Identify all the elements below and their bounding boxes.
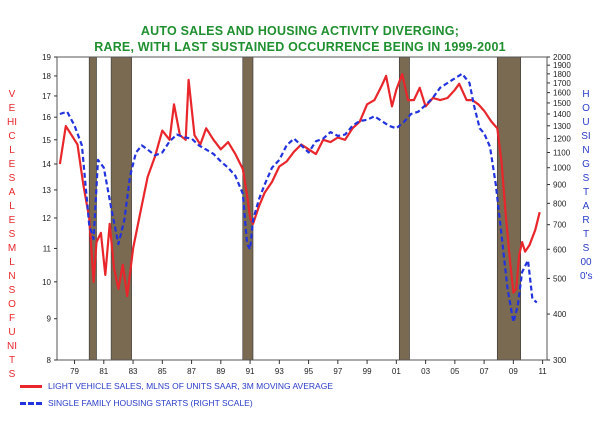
x-tick-label: 09 [509, 367, 518, 376]
y-left-tick-label: 15 [42, 136, 51, 145]
y-right-tick-label: 800 [553, 199, 567, 208]
y-right-tick-label: 1800 [553, 70, 571, 79]
y-axis-right: 300 400 500 600 700 800 900 1000 1100 1200 1300 140… [547, 53, 571, 365]
y-right-tick-label: 2000 [553, 53, 571, 62]
y-right-tick-label: 1600 [553, 89, 571, 98]
recession-bands [88, 56, 521, 361]
y-left-tick-label: 12 [42, 214, 51, 223]
y-right-tick-label: 1900 [553, 61, 571, 70]
x-tick-label: 93 [275, 367, 284, 376]
y-axis-right-label: HOUSING STARTS 000's [580, 89, 593, 282]
x-tick-label: 85 [158, 367, 167, 376]
x-tick-label: 89 [216, 367, 225, 376]
y-right-tick-label: 300 [553, 356, 567, 365]
y-left-tick-label: 16 [42, 113, 51, 122]
legend-swatch-vehicle-sales [20, 385, 42, 389]
y-right-tick-label: 700 [553, 221, 567, 230]
x-tick-label: 83 [129, 367, 138, 376]
legend-item-housing-starts: SINGLE FAMILY HOUSING STARTS (RIGHT SCAL… [20, 398, 253, 408]
y-right-tick-label: 1500 [553, 99, 571, 108]
y-left-tick-label: 19 [42, 53, 51, 62]
x-tick-label: 79 [70, 367, 79, 376]
y-right-tick-label: 900 [553, 181, 567, 190]
series-lines [58, 72, 541, 324]
y-left-tick-label: 11 [43, 244, 52, 253]
x-axis: 79 81 83 85 87 89 91 93 95 97 99 01 03 05 07 09 11 [70, 360, 547, 376]
recession-band [496, 56, 521, 361]
y-left-tick-label: 17 [42, 92, 51, 101]
series-housing-starts-line [59, 72, 538, 324]
y-left-tick-label: 9 [47, 315, 52, 324]
x-tick-label: 03 [421, 367, 430, 376]
series-vehicle-sales-line [58, 72, 541, 298]
recession-band [110, 56, 132, 361]
y-right-tick-label: 1400 [553, 110, 571, 119]
y-right-tick-label: 600 [553, 245, 567, 254]
y-left-tick-label: 8 [47, 356, 52, 365]
x-tick-label: 01 [392, 367, 401, 376]
x-tick-label: 91 [246, 367, 255, 376]
legend-label-vehicle-sales: LIGHT VEHICLE SALES, MLNS OF UNITS SAAR,… [48, 381, 333, 391]
x-tick-label: 87 [187, 367, 196, 376]
y-right-tick-label: 500 [553, 274, 567, 283]
x-tick-label: 05 [450, 367, 459, 376]
x-tick-label: 99 [363, 367, 372, 376]
y-right-tick-label: 1200 [553, 135, 571, 144]
y-axis-left-label: VEHICLE SALES MLNS OF UNITS [7, 89, 17, 380]
chart-title-line2: RARE, WITH LAST SUSTAINED OCCURRENCE BEI… [94, 40, 506, 54]
x-tick-label: 97 [333, 367, 342, 376]
y-left-tick-label: 10 [42, 278, 51, 287]
x-tick-label: 95 [304, 367, 313, 376]
recession-band [398, 56, 410, 361]
y-right-tick-label: 1300 [553, 122, 571, 131]
x-tick-label: 07 [480, 367, 489, 376]
y-right-tick-label: 1000 [553, 164, 571, 173]
x-tick-label: 11 [538, 367, 547, 376]
y-axis-left: 8 9 10 11 12 13 14 15 16 17 18 19 [42, 53, 57, 365]
y-left-tick-label: 18 [42, 72, 51, 81]
y-right-tick-label: 1100 [553, 148, 571, 157]
y-right-tick-label: 1700 [553, 79, 571, 88]
y-left-tick-label: 13 [42, 186, 51, 195]
chart-title-line1: AUTO SALES AND HOUSING ACTIVITY DIVERGIN… [140, 24, 460, 38]
y-left-tick-label: 14 [42, 160, 51, 169]
x-tick-label: 81 [99, 367, 108, 376]
legend-swatch-housing-starts [20, 402, 42, 406]
y-right-tick-label: 400 [553, 310, 567, 319]
legend-label-housing-starts: SINGLE FAMILY HOUSING STARTS (RIGHT SCAL… [48, 398, 253, 408]
plot-frame [56, 56, 548, 361]
legend-item-vehicle-sales: LIGHT VEHICLE SALES, MLNS OF UNITS SAAR,… [20, 381, 333, 391]
